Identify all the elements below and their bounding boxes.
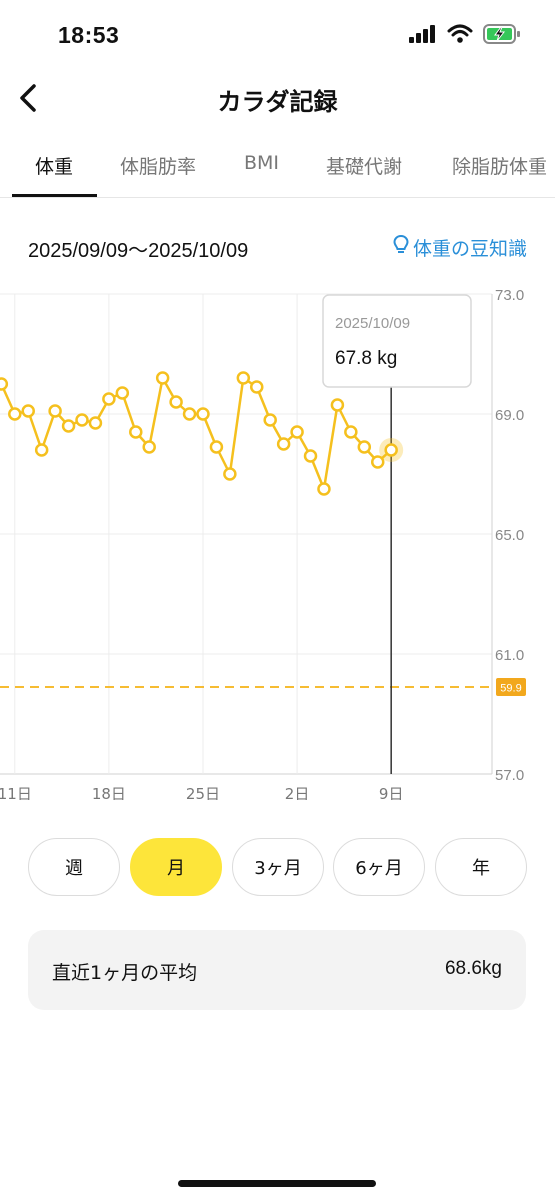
- data-point: [61, 419, 76, 433]
- chevron-left-icon: [18, 83, 38, 117]
- data-point: [115, 386, 130, 400]
- tab-body-fat[interactable]: 体脂肪率: [120, 156, 197, 178]
- data-point: [384, 443, 398, 457]
- tips-label: 体重の豆知識: [412, 238, 527, 260]
- data-point: [276, 437, 291, 451]
- status-icons: [409, 24, 521, 48]
- back-button[interactable]: [8, 78, 48, 122]
- period-selector: 週 月 3ヶ月 6ヶ月 年: [0, 838, 555, 896]
- data-point: [209, 440, 224, 454]
- page-title: カラダ記録: [217, 88, 338, 116]
- data-point: [344, 425, 358, 439]
- status-time: 18:53: [58, 22, 120, 48]
- data-point: [236, 371, 251, 385]
- data-point: [129, 425, 143, 439]
- average-value: 68.6kg: [444, 958, 502, 979]
- tab-weight[interactable]: 体重: [35, 156, 74, 178]
- data-point: [370, 455, 385, 469]
- x-tick-label: 2日: [285, 785, 310, 800]
- metric-tabs: 体重 体脂肪率 BMI 基礎代謝 除脂肪体重: [0, 134, 555, 198]
- data-point: [182, 407, 197, 421]
- x-tick-label: 9日: [379, 785, 404, 800]
- data-point: [169, 395, 183, 409]
- y-tick-label: 65.0: [495, 527, 524, 544]
- data-point: [34, 443, 49, 457]
- active-tab-indicator: [12, 194, 97, 197]
- period-year-button[interactable]: 年: [435, 838, 527, 896]
- data-point: [0, 377, 9, 391]
- data-point: [330, 398, 345, 412]
- tooltip-box: [322, 294, 472, 388]
- home-indicator: [178, 1180, 376, 1187]
- y-tick-label: 73.0: [495, 287, 524, 304]
- data-point: [8, 407, 22, 421]
- x-tick-label: 25日: [186, 785, 220, 800]
- average-label: 直近1ヶ月の平均: [52, 962, 198, 984]
- data-point: [142, 440, 156, 454]
- data-point: [250, 380, 264, 394]
- date-range: 2025/09/09〜2025/10/09: [28, 240, 249, 262]
- period-6months-button[interactable]: 6ヶ月: [333, 838, 425, 896]
- tooltip-date: 2025/10/09: [335, 315, 410, 332]
- period-3months-button[interactable]: 3ヶ月: [232, 838, 324, 896]
- period-week-button[interactable]: 週: [28, 838, 120, 896]
- lightbulb-icon: [393, 234, 409, 261]
- x-tick-label: 11日: [0, 785, 32, 800]
- data-point: [21, 404, 35, 418]
- data-point: [303, 449, 318, 463]
- tips-link[interactable]: 体重の豆知識: [393, 234, 527, 261]
- data-point: [155, 371, 170, 385]
- y-tick-label: 69.0: [495, 407, 524, 424]
- data-point: [75, 413, 89, 427]
- tab-basal-metabolism[interactable]: 基礎代謝: [326, 156, 403, 178]
- data-point: [263, 413, 277, 427]
- target-weight-badge: [496, 678, 526, 696]
- tab-bmi[interactable]: BMI: [244, 152, 280, 174]
- data-point: [317, 482, 331, 496]
- tooltip-value: 67.8 kg: [335, 348, 397, 369]
- data-point: [290, 425, 304, 439]
- nav-bar: カラダ記録: [0, 72, 555, 128]
- y-tick-label: 61.0: [495, 647, 524, 664]
- period-month-button[interactable]: 月: [130, 838, 222, 896]
- status-bar: 18:53: [0, 0, 555, 72]
- battery-charging-icon: [483, 24, 521, 48]
- target-weight-label: 59.9: [500, 683, 521, 695]
- tab-lean-mass[interactable]: 除脂肪体重: [452, 156, 548, 178]
- x-tick-label: 18日: [92, 785, 126, 800]
- weight-line-chart[interactable]: 59.9 73.069.065.061.057.0 11日 18日 25日 2日 9日 …: [0, 280, 555, 800]
- signal-icon: [409, 25, 437, 47]
- weight-series-line: [0, 376, 393, 491]
- data-point: [196, 407, 210, 421]
- data-point: [223, 467, 237, 481]
- data-point: [102, 392, 116, 406]
- average-card: 直近1ヶ月の平均 68.6kg: [28, 930, 526, 1010]
- data-point: [48, 404, 62, 418]
- wifi-icon: [447, 24, 473, 48]
- data-point: [357, 440, 372, 454]
- y-tick-label: 57.0: [495, 767, 524, 784]
- chart-tooltip: 2025/10/09 67.8 kg: [322, 294, 472, 388]
- data-point: [88, 416, 103, 430]
